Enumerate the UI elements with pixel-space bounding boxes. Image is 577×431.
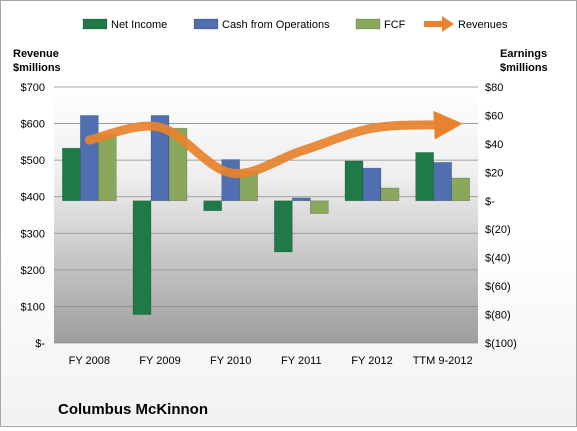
- left-tick-label: $700: [21, 82, 45, 94]
- right-tick-label: $40: [485, 139, 503, 151]
- bar-cash-from-operations: [80, 115, 99, 202]
- right-tick-label: $(60): [485, 281, 511, 293]
- bar-net-income: [203, 200, 222, 212]
- bar-net-income: [62, 147, 81, 202]
- x-axis-ticks: FY 2008 FY 2009 FY 2010 FY 2011 FY 2012 TTM 9…: [69, 355, 473, 367]
- bar-cash-from-operations: [362, 167, 382, 202]
- legend: Net Income Cash from Operations FCF Revenue…: [82, 16, 508, 32]
- revenue-line-group: [84, 110, 463, 178]
- left-axis-label-line1: Revenue: [13, 48, 59, 60]
- right-tick-label: $60: [485, 110, 503, 122]
- right-tick-label: $(20): [485, 224, 511, 236]
- left-tick-label: $400: [21, 192, 45, 204]
- legend-swatch: [82, 18, 108, 30]
- x-tick-label: TTM 9-2012: [413, 355, 473, 367]
- bar-net-income: [274, 200, 293, 253]
- right-axis-label-line1: Earnings: [500, 48, 547, 60]
- left-axis-ticks: $- $100 $200 $300 $400 $500 $600 $700: [21, 82, 46, 350]
- x-tick-label: FY 2012: [351, 355, 392, 367]
- bar-fcf: [451, 177, 470, 202]
- legend-swatch: [193, 18, 219, 30]
- bar-cash-from-operations: [292, 197, 311, 202]
- bar-net-income: [415, 152, 434, 202]
- bars: [62, 115, 470, 315]
- bar-fcf: [380, 187, 400, 202]
- left-tick-label: $-: [35, 338, 45, 350]
- right-tick-label: $(100): [485, 338, 517, 350]
- right-axis-ticks: $(100) $(80) $(60) $(40) $(20) $- $20 $40 $60 $80: [485, 82, 517, 350]
- bar-cash-from-operations: [221, 159, 240, 202]
- right-tick-label: $-: [485, 196, 495, 208]
- bar-net-income: [344, 160, 364, 202]
- x-tick-label: FY 2008: [69, 355, 110, 367]
- bar-cash-from-operations: [433, 162, 452, 202]
- left-tick-label: $300: [21, 228, 45, 240]
- bar-fcf: [168, 127, 188, 202]
- right-tick-label: $(40): [485, 253, 511, 265]
- x-tick-label: FY 2011: [281, 355, 322, 367]
- right-tick-label: $(80): [485, 310, 511, 322]
- revenue-line: [84, 110, 463, 178]
- legend-label: FCF: [384, 19, 406, 31]
- right-axis-label-line2: $millions: [500, 62, 548, 74]
- company-name: Columbus McKinnon: [58, 401, 208, 418]
- left-tick-label: $100: [21, 301, 45, 313]
- legend-label: Net Income: [111, 19, 167, 31]
- legend-arrow: [442, 16, 454, 32]
- legend-swatch: [355, 18, 381, 30]
- left-axis-label-line2: $millions: [13, 62, 61, 74]
- bar-fcf: [98, 133, 117, 202]
- x-tick-label: FY 2010: [210, 355, 251, 367]
- x-tick-label: FY 2009: [139, 355, 180, 367]
- legend-label: Cash from Operations: [222, 19, 330, 31]
- right-tick-label: $20: [485, 167, 503, 179]
- bar-fcf: [310, 200, 329, 214]
- left-tick-label: $200: [21, 265, 45, 277]
- bar-net-income: [132, 200, 152, 315]
- right-tick-label: $80: [485, 82, 503, 94]
- legend-label: Revenues: [458, 19, 508, 31]
- left-tick-label: $500: [21, 155, 45, 167]
- left-tick-label: $600: [21, 119, 45, 131]
